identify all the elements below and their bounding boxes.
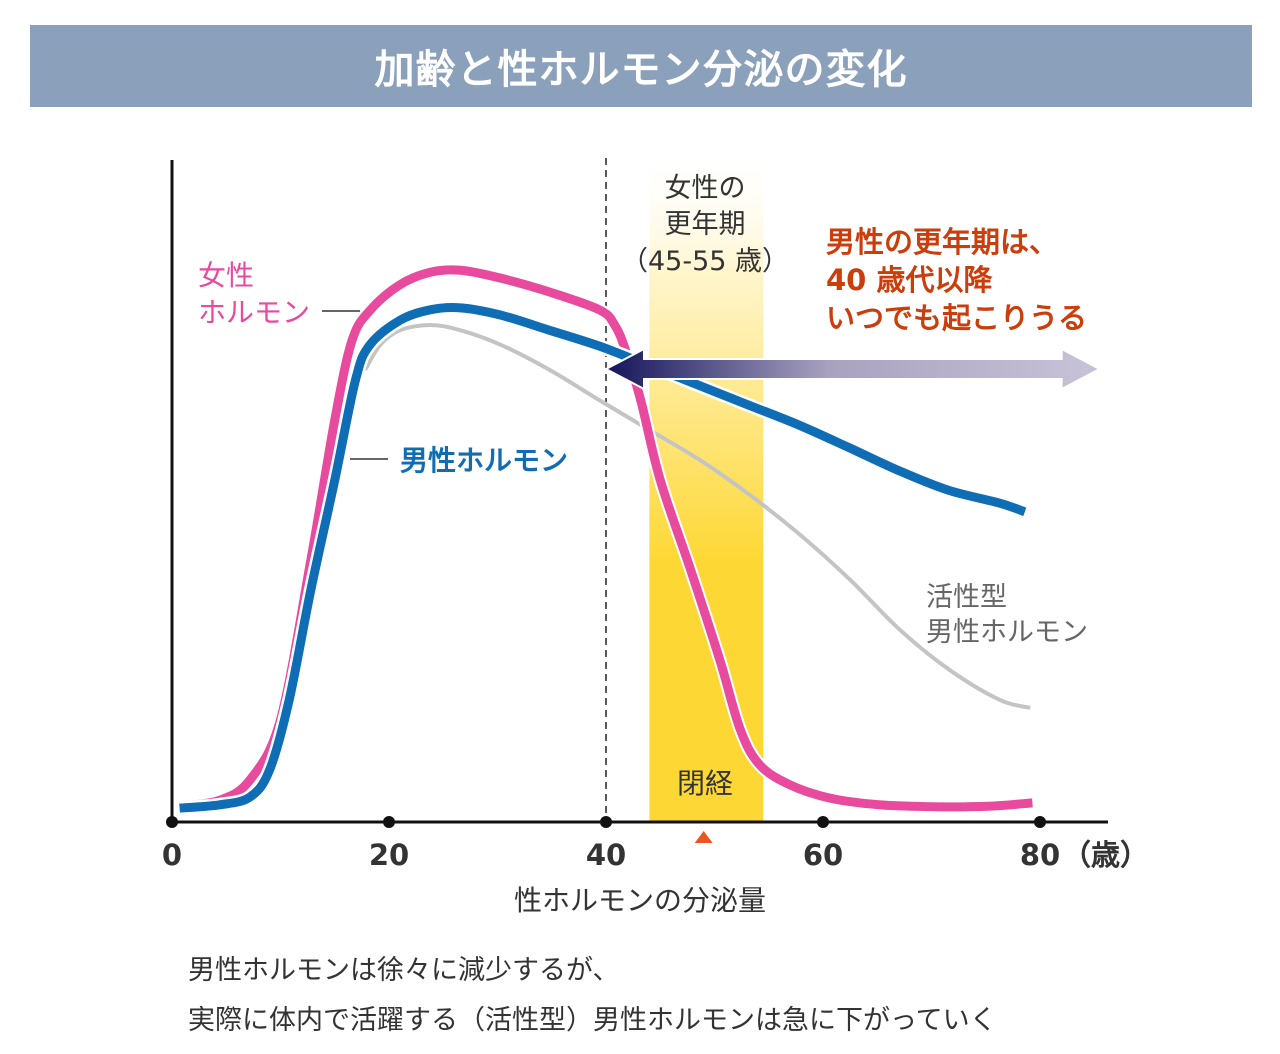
- male-menopause-arrow: [603, 347, 1102, 391]
- x-tick-dot: [600, 816, 612, 828]
- x-tick-label: 0: [162, 838, 182, 872]
- x-tick-label: 20: [369, 838, 409, 872]
- x-tick-label: 60: [803, 838, 843, 872]
- menopause-label: 閉経: [677, 767, 733, 800]
- x-tick-dot: [817, 816, 829, 828]
- x-tick-dot: [166, 816, 178, 828]
- x-tick-dot: [1034, 816, 1046, 828]
- x-tick-label: 40: [586, 838, 626, 872]
- caption-line-1: 男性ホルモンは徐々に減少するが、: [188, 955, 620, 986]
- menopause-marker-triangle: [694, 831, 713, 843]
- band-label-3: （45-55 歳）: [621, 246, 789, 277]
- double-arrow-shape: [603, 347, 1102, 391]
- male-menopause-text-1: 男性の更年期は、: [826, 225, 1058, 259]
- female-hormone-label-1: 女性: [198, 259, 254, 292]
- x-unit-label: （歳）: [1062, 838, 1149, 872]
- male-menopause-text-2: 40 歳代以降: [826, 263, 993, 297]
- active-hormone-label-1: 活性型: [926, 582, 1007, 613]
- male-hormone-label: 男性ホルモン: [400, 444, 568, 477]
- band-label-1: 女性の: [665, 173, 746, 204]
- x-tick-label: 80: [1020, 838, 1060, 872]
- male-hormone-line: [179, 303, 1027, 813]
- active-hormone-label-2: 男性ホルモン: [926, 617, 1088, 648]
- chart-title: 加齢と性ホルモン分泌の変化: [30, 25, 1252, 107]
- x-tick-dot: [383, 816, 395, 828]
- band-label-2: 更年期: [665, 209, 746, 240]
- male-menopause-text-3: いつでも起こりうる: [826, 301, 1087, 335]
- female-hormone-label-2: ホルモン: [198, 296, 310, 329]
- caption-line-2: 実際に体内で活躍する（活性型）男性ホルモンは急に下がっていく: [188, 1005, 997, 1036]
- x-axis-label: 性ホルモンの分泌量: [514, 884, 766, 917]
